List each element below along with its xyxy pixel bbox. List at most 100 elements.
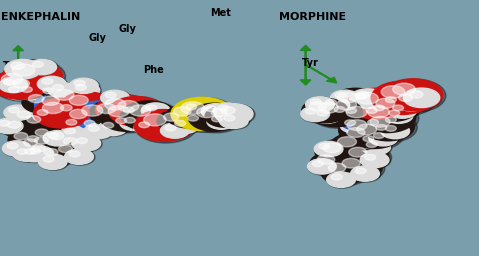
Text: Met: Met [210, 8, 231, 18]
Circle shape [38, 154, 68, 170]
Circle shape [60, 126, 89, 141]
Circle shape [362, 140, 392, 156]
Circle shape [356, 92, 378, 104]
Circle shape [62, 92, 114, 120]
Circle shape [100, 102, 158, 133]
Circle shape [308, 159, 338, 175]
Circle shape [17, 84, 47, 101]
Circle shape [331, 90, 361, 106]
Circle shape [381, 86, 405, 98]
Circle shape [20, 146, 50, 163]
Circle shape [170, 118, 199, 134]
Circle shape [338, 103, 396, 134]
Circle shape [197, 107, 217, 118]
Circle shape [141, 103, 171, 119]
FancyArrow shape [300, 65, 311, 85]
Circle shape [346, 106, 367, 118]
Circle shape [13, 147, 40, 161]
Circle shape [30, 148, 40, 154]
Circle shape [6, 76, 49, 99]
Circle shape [166, 103, 212, 128]
Circle shape [341, 144, 389, 169]
Circle shape [29, 134, 65, 154]
Circle shape [215, 104, 255, 125]
Circle shape [22, 92, 62, 113]
Circle shape [73, 101, 131, 132]
Circle shape [363, 136, 374, 142]
Circle shape [329, 96, 384, 125]
Circle shape [13, 147, 41, 162]
Circle shape [84, 120, 95, 126]
Circle shape [134, 120, 163, 135]
Circle shape [170, 118, 200, 134]
Circle shape [183, 113, 213, 129]
Circle shape [212, 116, 222, 122]
Circle shape [366, 142, 377, 147]
Circle shape [381, 95, 410, 110]
Circle shape [393, 105, 403, 111]
Circle shape [1, 74, 23, 85]
Circle shape [368, 119, 378, 125]
FancyArrow shape [300, 45, 311, 65]
Circle shape [48, 82, 77, 98]
Circle shape [34, 93, 80, 117]
Circle shape [315, 140, 363, 165]
Circle shape [8, 130, 46, 150]
Circle shape [362, 113, 414, 141]
Circle shape [389, 110, 399, 116]
Circle shape [310, 99, 363, 127]
Circle shape [28, 59, 58, 76]
Circle shape [0, 120, 10, 126]
Circle shape [374, 105, 384, 111]
Circle shape [330, 89, 385, 118]
Circle shape [181, 102, 210, 117]
Circle shape [207, 114, 237, 130]
Circle shape [33, 108, 63, 124]
Circle shape [362, 105, 392, 122]
Circle shape [341, 144, 391, 171]
Circle shape [327, 172, 357, 188]
Circle shape [121, 101, 179, 132]
Circle shape [119, 105, 149, 121]
Circle shape [23, 134, 52, 149]
Circle shape [360, 152, 390, 168]
Circle shape [4, 84, 34, 101]
Circle shape [103, 122, 114, 128]
Circle shape [207, 114, 236, 129]
Circle shape [84, 123, 114, 140]
Circle shape [62, 106, 111, 132]
Circle shape [58, 145, 72, 153]
Circle shape [319, 102, 338, 113]
Circle shape [48, 82, 78, 99]
Circle shape [372, 81, 437, 116]
Circle shape [366, 108, 377, 113]
Circle shape [69, 78, 98, 93]
Circle shape [312, 161, 323, 167]
Circle shape [25, 148, 35, 154]
Circle shape [125, 117, 135, 123]
Circle shape [365, 154, 376, 160]
Text: Phe: Phe [143, 65, 163, 75]
Circle shape [54, 90, 74, 100]
Circle shape [221, 106, 235, 114]
Circle shape [334, 106, 345, 112]
Circle shape [351, 166, 379, 181]
Text: Gly: Gly [119, 24, 137, 34]
Circle shape [358, 134, 388, 150]
Circle shape [42, 78, 53, 84]
Circle shape [2, 119, 36, 137]
Circle shape [43, 88, 54, 94]
Circle shape [328, 163, 346, 172]
Circle shape [160, 123, 189, 138]
Circle shape [323, 143, 341, 153]
Circle shape [186, 104, 196, 110]
Circle shape [321, 97, 350, 113]
Circle shape [135, 110, 197, 143]
Circle shape [134, 120, 164, 136]
Circle shape [111, 116, 141, 132]
Circle shape [351, 166, 381, 182]
Circle shape [9, 87, 19, 92]
Circle shape [321, 97, 351, 113]
Circle shape [80, 118, 110, 134]
Circle shape [181, 102, 211, 118]
